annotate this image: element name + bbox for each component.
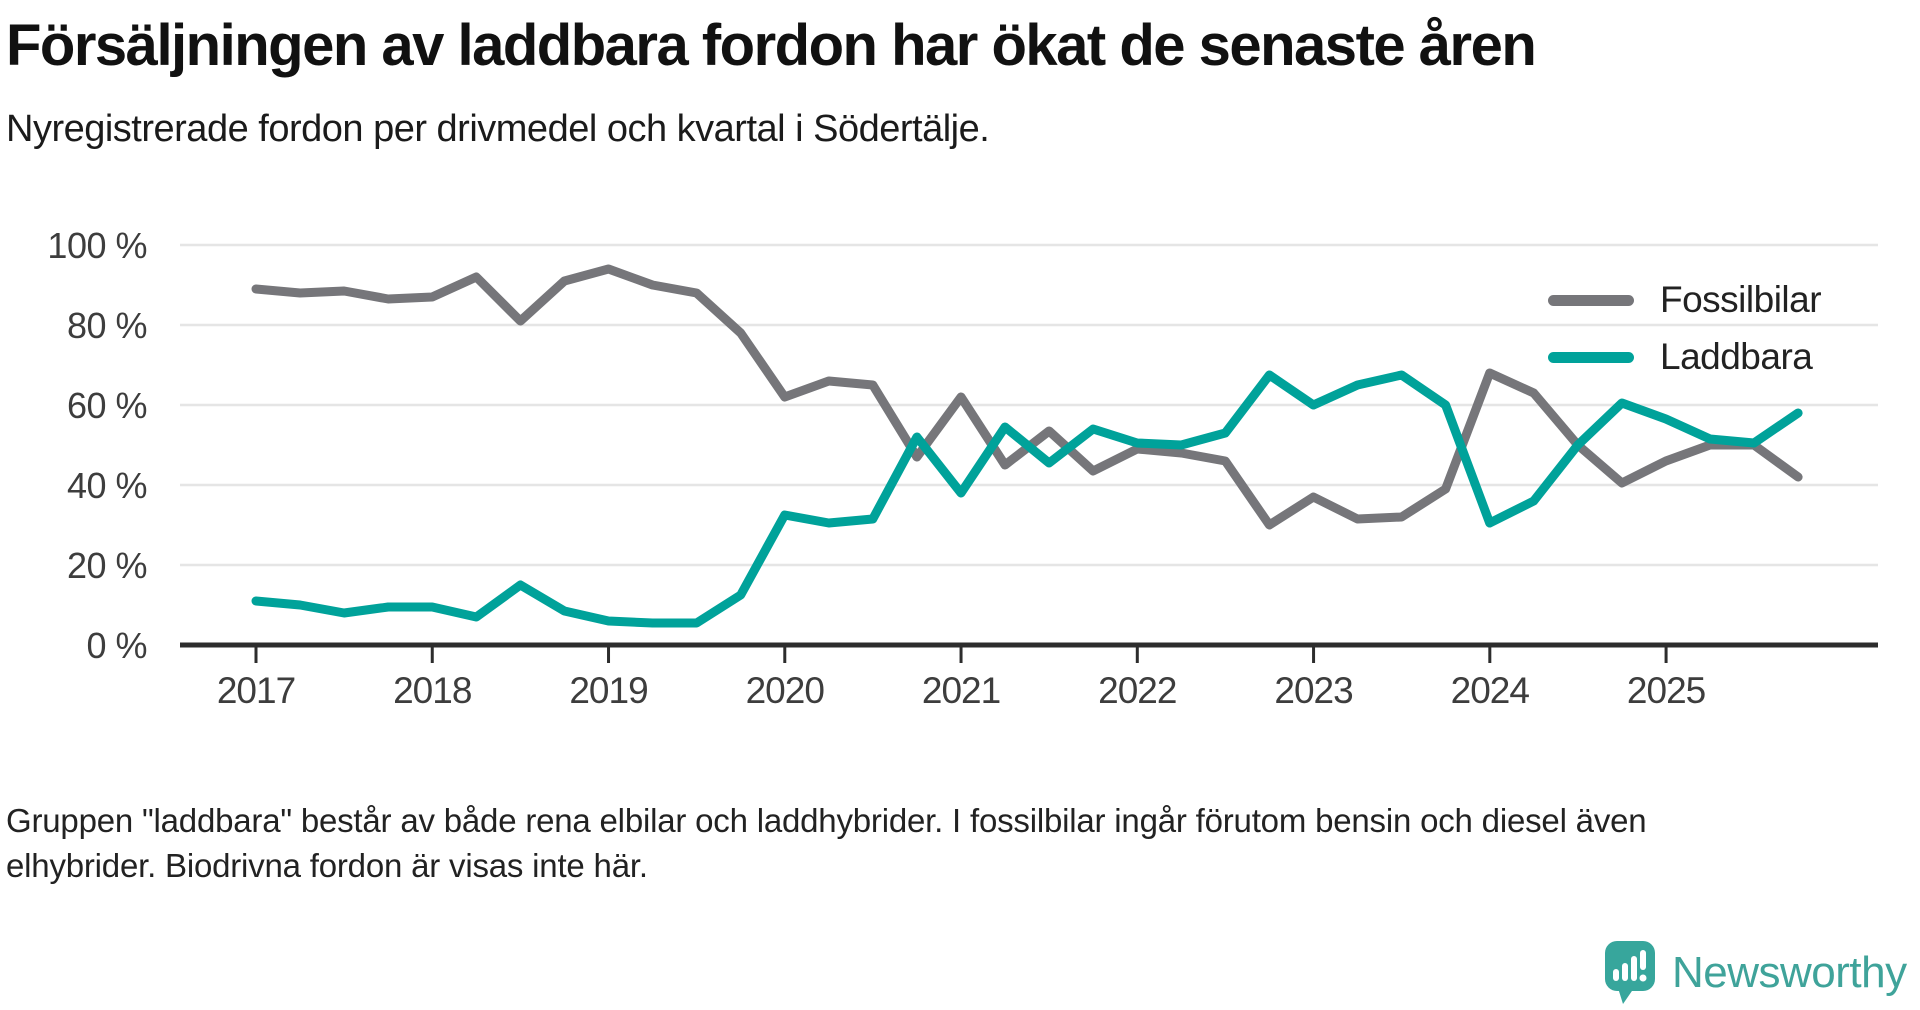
x-axis-label-2020: 2020 (746, 670, 825, 711)
fossilbilar-line-swatch (1548, 294, 1634, 306)
y-axis-label-100: 100 % (47, 225, 147, 266)
legend-item-fossilbilar: Fossilbilar (1548, 279, 1822, 321)
newsworthy-logo-text: Newsworthy (1672, 948, 1907, 997)
x-axis-label-2023: 2023 (1274, 670, 1352, 711)
y-axis-label-20: 20 % (67, 545, 147, 586)
x-axis-label-2024: 2024 (1451, 670, 1530, 711)
legend-label-fossilbilar: Fossilbilar (1660, 279, 1822, 320)
chart-footnote: Gruppen "laddbara" består av både rena e… (6, 798, 1647, 888)
y-axis-label-40: 40 % (67, 465, 147, 506)
y-axis-label-0: 0 % (86, 625, 147, 666)
x-axis-label-2022: 2022 (1098, 670, 1176, 711)
x-axis-label-2025: 2025 (1627, 670, 1706, 711)
laddbara-line-swatch (1548, 351, 1634, 363)
x-axis-label-2021: 2021 (922, 670, 1000, 711)
newsworthy-logo[interactable]: Newsworthy (1604, 940, 1907, 1006)
x-axis-label-2017: 2017 (217, 670, 295, 711)
series-line-laddbara (251, 370, 1803, 628)
x-axis-label-2019: 2019 (569, 670, 647, 711)
x-axis-label-2018: 2018 (393, 670, 471, 711)
footnote-line-1: Gruppen "laddbara" består av både rena e… (6, 802, 1647, 839)
page-title: Försäljningen av laddbara fordon har öka… (6, 13, 1537, 78)
y-axis-label-60: 60 % (67, 385, 147, 426)
legend-label-laddbara: Laddbara (1660, 336, 1813, 377)
legend-item-laddbara: Laddbara (1548, 336, 1813, 378)
y-axis-label-80: 80 % (67, 305, 147, 346)
page-subtitle: Nyregistrerade fordon per drivmedel och … (6, 108, 990, 150)
footnote-line-2: elhybrider. Biodrivna fordon är visas in… (6, 847, 648, 884)
newsworthy-logo-icon (1605, 941, 1655, 1004)
